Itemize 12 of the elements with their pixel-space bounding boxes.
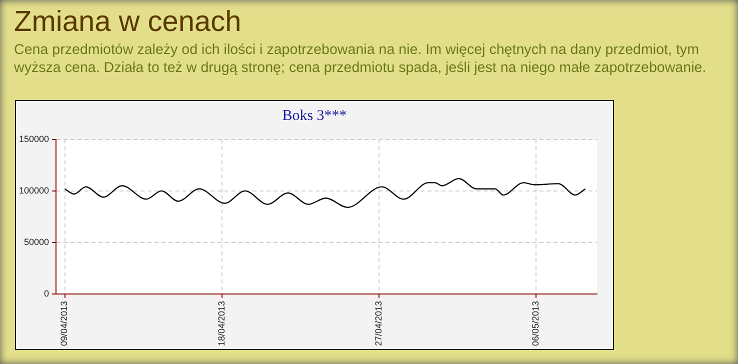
x-tick-label: 09/04/2013 [59,300,70,346]
text: Cena przedmiotów zależy od ich ilości i zapotrzebowania na nie. Im więcej chętnych na dany przedmiot, tym wyższa cena. Działa to też w drugą stronę; cena przedmiotu spada, jeśli jest na niego małe zapotrzebowanie. [14,41,708,77]
y-tick-label: 150000 [18,134,50,144]
y-tick-label: 100000 [18,185,50,196]
x-tick-label: 27/04/2013 [373,300,384,346]
line-series [64,178,586,208]
y-tick-label: 50000 [24,236,50,247]
chart-title: Boks 3*** [281,108,348,125]
x-tick-label: 06/05/2013 [530,300,540,346]
y-tick-label: 0 [44,288,50,298]
text: Zmiana w cenach [14,6,242,39]
x-tick-label: 18/04/2013 [216,300,226,346]
